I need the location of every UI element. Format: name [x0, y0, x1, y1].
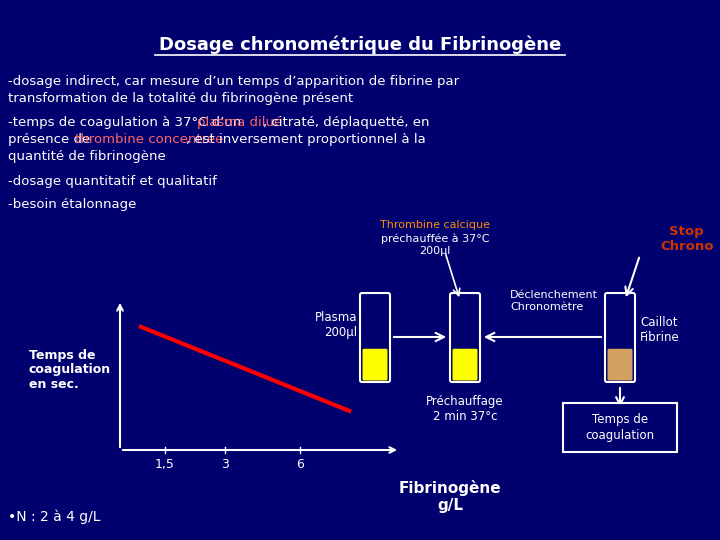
Text: Temps de
coagulation
en sec.: Temps de coagulation en sec.: [29, 348, 111, 392]
Text: préchauffée à 37°C: préchauffée à 37°C: [381, 233, 490, 244]
FancyBboxPatch shape: [360, 293, 390, 382]
Text: -dosage quantitatif et qualitatif: -dosage quantitatif et qualitatif: [8, 175, 217, 188]
Text: , citraté, déplaquetté, en: , citraté, déplaquetté, en: [264, 116, 430, 129]
FancyBboxPatch shape: [450, 293, 480, 382]
FancyBboxPatch shape: [452, 349, 477, 381]
Text: Caillot
Fibrine: Caillot Fibrine: [640, 316, 680, 344]
Text: Thrombine calcique: Thrombine calcique: [380, 220, 490, 230]
Text: quantité de fibrinogène: quantité de fibrinogène: [8, 150, 166, 163]
Text: Temps de
coagulation: Temps de coagulation: [585, 414, 654, 442]
Text: 200µl: 200µl: [419, 246, 451, 256]
FancyBboxPatch shape: [362, 349, 387, 381]
Text: -temps de coagulation à 37°C d’un: -temps de coagulation à 37°C d’un: [8, 116, 246, 129]
Text: Stop
Chrono: Stop Chrono: [660, 225, 714, 253]
Text: Plasma
200µl: Plasma 200µl: [315, 311, 357, 339]
FancyBboxPatch shape: [563, 403, 677, 452]
Text: Dosage chronométrique du Fibrinogène: Dosage chronométrique du Fibrinogène: [159, 36, 561, 54]
Text: Préchauffage
2 min 37°c: Préchauffage 2 min 37°c: [426, 395, 504, 423]
Text: transformation de la totalité du fibrinogène présent: transformation de la totalité du fibrino…: [8, 92, 353, 105]
Text: 1,5: 1,5: [155, 458, 175, 471]
Text: Fibrinogène
g/L: Fibrinogène g/L: [399, 480, 501, 514]
Text: 3: 3: [221, 458, 229, 471]
Text: plasma dilué: plasma dilué: [197, 116, 282, 129]
Text: 6: 6: [296, 458, 304, 471]
FancyBboxPatch shape: [608, 349, 632, 381]
Text: -dosage indirect, car mesure d’un temps d’apparition de fibrine par: -dosage indirect, car mesure d’un temps …: [8, 75, 459, 88]
Text: -besoin étalonnage: -besoin étalonnage: [8, 198, 136, 211]
FancyBboxPatch shape: [605, 293, 635, 382]
Text: présence de: présence de: [8, 133, 94, 146]
Text: Déclenchement
Chronomètre: Déclenchement Chronomètre: [510, 290, 598, 312]
Text: •N : 2 à 4 g/L: •N : 2 à 4 g/L: [8, 510, 101, 524]
Text: thrombine concentrée: thrombine concentrée: [75, 133, 223, 146]
Text: , est inversement proportionnel à la: , est inversement proportionnel à la: [186, 133, 426, 146]
